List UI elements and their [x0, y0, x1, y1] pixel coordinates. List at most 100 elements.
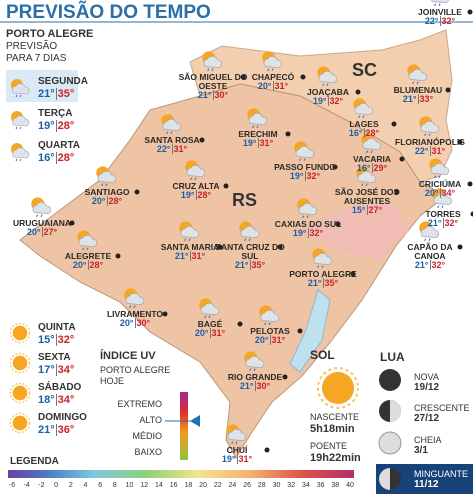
sun-title: SOL [310, 348, 335, 362]
legend-tick: 10 [125, 482, 134, 489]
day-name: TERÇA [38, 108, 73, 119]
day-row: QUINTA 15° 32° [6, 318, 78, 348]
uv-level: EXTREMO [117, 399, 162, 409]
day-name: SÁBADO [38, 382, 82, 393]
temp-min: 21° [239, 381, 254, 391]
city: CRUZ ALTA 19° 28° [161, 182, 231, 200]
temp-min: 21° [307, 278, 322, 288]
legend-tick: 6 [98, 482, 103, 489]
city-temps: 20° 31° [238, 81, 308, 91]
warm-zone [300, 200, 410, 260]
city-temps: 19° 28° [161, 190, 231, 200]
temp-max: 28° [363, 128, 380, 138]
day-temps: 16° 28° [38, 152, 75, 164]
city-temps: 21° 32° [408, 218, 473, 228]
sun-set: 19h22min [310, 452, 361, 464]
temp-max: 28° [195, 190, 212, 200]
temp-min: 20° [72, 260, 87, 270]
city-dot [350, 271, 356, 277]
city-dot [134, 189, 140, 195]
day-name: SEGUNDA [38, 76, 89, 87]
city-temps: 20° 31° [175, 328, 245, 338]
temp-min: 21° [197, 90, 212, 100]
city-name: CRUZ ALTA [172, 181, 220, 191]
moon-crescent-lit [390, 400, 401, 422]
city-dot [394, 189, 400, 195]
city-temps: 22° 31° [395, 146, 465, 156]
city-temps: 16° 29° [337, 163, 407, 173]
moon-phase: MINGUANTE [414, 469, 468, 479]
temp-max: 27° [366, 205, 383, 215]
temp-max: 34° [55, 364, 75, 376]
legend-title: LEGENDA [10, 456, 59, 467]
forecast-city: PORTO ALEGRE [6, 28, 94, 40]
city-dot [199, 137, 205, 143]
city-temps: 19° 31° [223, 138, 293, 148]
legend-tick: 38 [331, 482, 340, 489]
uv-level: MÉDIO [132, 431, 162, 441]
uv-when: HOJE [100, 376, 125, 386]
city-temps: 22° 32° [405, 16, 473, 26]
temp-max: 28° [55, 152, 75, 164]
legend-tick: 24 [228, 482, 237, 489]
city-name: VACARIA [352, 154, 392, 164]
city-temps: 20° 30° [100, 318, 170, 328]
city-dot [467, 181, 473, 187]
city-dot [223, 183, 229, 189]
moon-icons [378, 369, 402, 490]
uv-pointer [190, 415, 200, 427]
temp-min: 21° [174, 251, 189, 261]
city-dot [399, 156, 405, 162]
temp-max: 27° [41, 227, 58, 237]
title: PREVISÃO DO TEMPO [6, 2, 211, 23]
temp-min: 18° [38, 394, 55, 406]
temp-min: 20° [194, 328, 209, 338]
city: JOAÇABA 19° 32° [293, 88, 363, 106]
sun-rays [317, 367, 359, 409]
city-name: PORTO ALEGRE [289, 269, 357, 279]
legend-tick: 22 [213, 482, 222, 489]
moon-phase: CRESCENTE [414, 403, 470, 413]
day-temps: 18° 34° [38, 394, 75, 406]
city: PELOTAS 20° 31° [235, 327, 305, 345]
city-name: LIVRAMENTO [106, 309, 164, 319]
temp-max: 31° [236, 454, 253, 464]
city-temps: 20° 27° [7, 227, 77, 237]
city: VACARIA 16° 29° [337, 155, 407, 173]
state-label: SC [352, 60, 378, 80]
temp-min: 21° [402, 94, 417, 104]
city: BAGÉ 20° 31° [175, 320, 245, 338]
city: SANTA CRUZ DO SUL 21° 35° [215, 243, 285, 270]
uv-title: ÍNDICE UV [100, 350, 156, 362]
city-dot [332, 164, 338, 170]
temp-min: 19° [38, 120, 55, 132]
uv-level: BAIXO [134, 447, 162, 457]
temp-max: 28° [106, 196, 123, 206]
day-temps: 21° 36° [38, 424, 75, 436]
city-name: CAPÃO DA CANOA [407, 242, 453, 261]
moon-wane-lit [379, 468, 390, 490]
day-row: SEXTA 17° 34° [6, 348, 78, 378]
day-name: QUARTA [38, 140, 81, 151]
sun-set-label: POENTE [310, 441, 348, 451]
city-temps: 19° 32° [293, 96, 363, 106]
city-dot [115, 253, 121, 259]
temp-max: 29° [371, 163, 388, 173]
temp-max: 30° [212, 90, 229, 100]
temp-max: 35° [249, 260, 266, 270]
temp-max: 32° [429, 260, 446, 270]
city: ALEGRETE 20° 28° [53, 252, 123, 270]
day-name: SEXTA [38, 352, 71, 363]
forecast-subtitle: PREVISÃO [6, 41, 58, 52]
temp-min: 22° [414, 146, 429, 156]
city-name: SANTA MARIA [160, 242, 220, 252]
temp-min: 21° [414, 260, 429, 270]
temp-min: 15° [38, 334, 55, 346]
legend-tick: 8 [112, 482, 117, 489]
temp-min: 16° [356, 163, 371, 173]
legend-tick: 26 [243, 482, 252, 489]
temp-max: 32° [439, 16, 456, 26]
city-name: ALEGRETE [64, 251, 112, 261]
moon-date: 27/12 [414, 413, 440, 424]
